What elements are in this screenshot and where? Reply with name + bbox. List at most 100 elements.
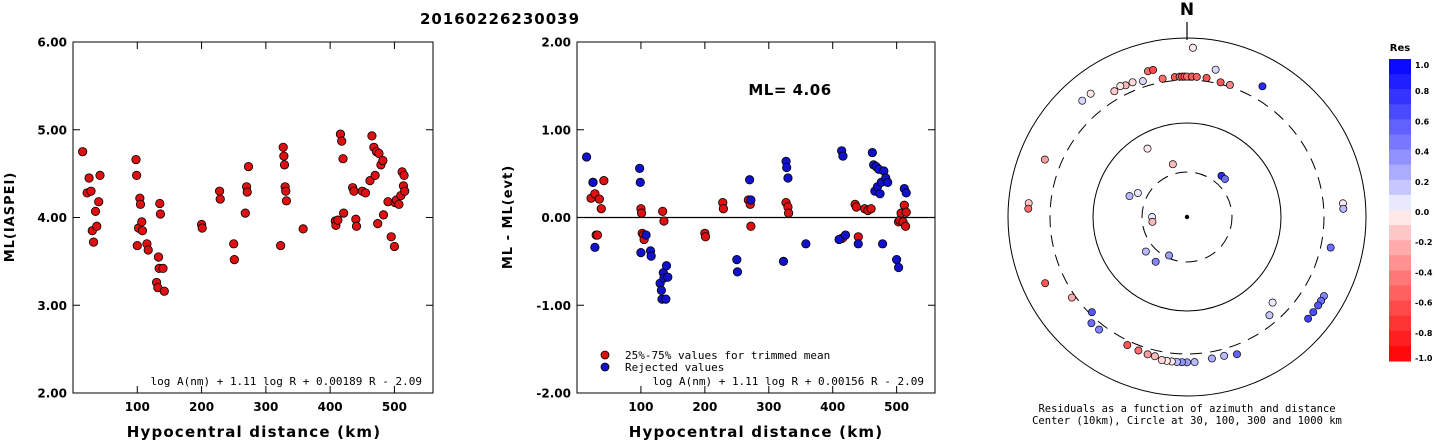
colorbar-tick-label: -1.0 — [1415, 354, 1433, 363]
left-point — [386, 232, 396, 242]
polar-point — [1134, 346, 1143, 355]
mid-point — [901, 207, 911, 217]
polar-point — [1258, 82, 1267, 91]
left-point — [367, 131, 377, 141]
left-point — [394, 199, 404, 209]
left-point — [88, 237, 99, 247]
polar-data-points — [1024, 43, 1348, 367]
mid-point — [718, 204, 728, 214]
ring-30km — [1141, 171, 1233, 263]
mid-point — [596, 204, 606, 214]
polar-point — [1265, 311, 1274, 320]
mid-point — [661, 294, 671, 304]
left-point — [278, 142, 288, 152]
colorbar-cell — [1389, 210, 1411, 226]
left-point — [281, 196, 292, 206]
colorbar-cell — [1389, 89, 1411, 105]
mid-point — [783, 173, 793, 183]
mid-point — [851, 202, 861, 212]
mid-point — [646, 251, 656, 261]
mid-xtick-label: 400 — [820, 400, 845, 414]
colorbar-cell — [1389, 194, 1411, 211]
ml-annotation: ML= 4.06 — [748, 81, 831, 99]
left-point — [131, 154, 141, 165]
colorbar-cells — [1389, 59, 1411, 362]
left-point — [143, 245, 153, 255]
left-point — [86, 186, 96, 196]
left-point — [298, 224, 308, 234]
mid-ytick-label: 2.00 — [541, 36, 571, 50]
polar-point — [1221, 175, 1229, 183]
left-point — [132, 170, 142, 180]
mid-xtick-label: 200 — [692, 400, 717, 414]
polar-point — [1141, 247, 1150, 256]
left-x-ticks: 100 200 300 400 500 — [125, 42, 407, 414]
left-xtick-label: 500 — [382, 400, 407, 414]
mid-point — [656, 285, 666, 295]
polar-point — [1150, 352, 1159, 361]
polar-point — [1268, 298, 1277, 307]
mid-point — [636, 248, 646, 258]
mid-point — [834, 234, 844, 245]
polar-point — [1110, 87, 1119, 96]
left-point — [378, 210, 389, 220]
polar-point — [1041, 279, 1050, 288]
mid-point — [853, 239, 863, 249]
left-point — [338, 154, 348, 164]
mid-point — [636, 208, 647, 218]
polar-point — [1225, 80, 1234, 89]
left-formula: log A(nm) + 1.11 log R + 0.00189 R - 2.0… — [150, 375, 422, 388]
polar-point — [1202, 73, 1211, 82]
legend-blue-marker — [600, 362, 610, 372]
left-point — [279, 160, 290, 170]
colorbar-cell — [1389, 345, 1411, 362]
polar-point — [1087, 308, 1096, 317]
polar-point — [1157, 356, 1166, 365]
polar-point — [1216, 78, 1225, 87]
left-point — [92, 221, 102, 231]
ring-1000km — [1007, 37, 1367, 397]
left-point — [214, 186, 225, 196]
colorbar-tick-label: -0.2 — [1415, 238, 1433, 247]
residual-vs-distance-panel: 100 200 300 400 500 -2.00 -1.00 0.00 1.00 2.00 M… — [501, 36, 936, 441]
mid-point — [838, 151, 848, 161]
colorbar-tick-label: 0.8 — [1415, 87, 1430, 96]
colorbar-cell — [1389, 164, 1411, 181]
left-point — [351, 221, 362, 231]
mid-point — [594, 194, 604, 204]
polar-point — [1304, 314, 1313, 323]
left-point — [84, 173, 94, 183]
polar-point — [1233, 350, 1241, 359]
colorbar-cell — [1389, 330, 1411, 347]
polar-point — [1192, 72, 1201, 81]
mid-point — [599, 176, 609, 186]
left-plot-frame — [72, 41, 434, 394]
polar-caption-line1: Residuals as a function of azimuth and d… — [1038, 403, 1335, 415]
mid-x-axis-label: Hypocentral distance (km) — [629, 423, 884, 441]
colorbar-cell — [1389, 225, 1411, 241]
mid-point — [801, 239, 811, 249]
colorbar-cell — [1389, 240, 1411, 256]
left-point — [333, 215, 343, 225]
left-point — [137, 226, 148, 236]
mid-ytick-label: -2.00 — [536, 387, 571, 401]
left-point — [197, 223, 207, 233]
left-point — [135, 199, 146, 209]
mid-point — [901, 188, 911, 198]
colorbar-cell — [1389, 119, 1411, 135]
polar-point — [1190, 358, 1199, 367]
colorbar-title: Res — [1390, 43, 1410, 54]
left-point — [229, 255, 239, 265]
mid-y-axis-label: ML - ML(evt) — [501, 165, 516, 269]
left-point — [90, 206, 101, 216]
mid-point — [877, 239, 888, 249]
colorbar-cell — [1389, 74, 1411, 90]
left-point — [389, 241, 400, 252]
center-point — [1184, 214, 1190, 220]
polar-point — [1125, 192, 1134, 201]
left-xtick-label: 200 — [189, 400, 214, 414]
polar-point — [1207, 354, 1216, 363]
colorbar-cell — [1389, 315, 1411, 332]
colorbar-tick-label: 0.4 — [1415, 148, 1430, 157]
mid-point — [782, 162, 792, 173]
